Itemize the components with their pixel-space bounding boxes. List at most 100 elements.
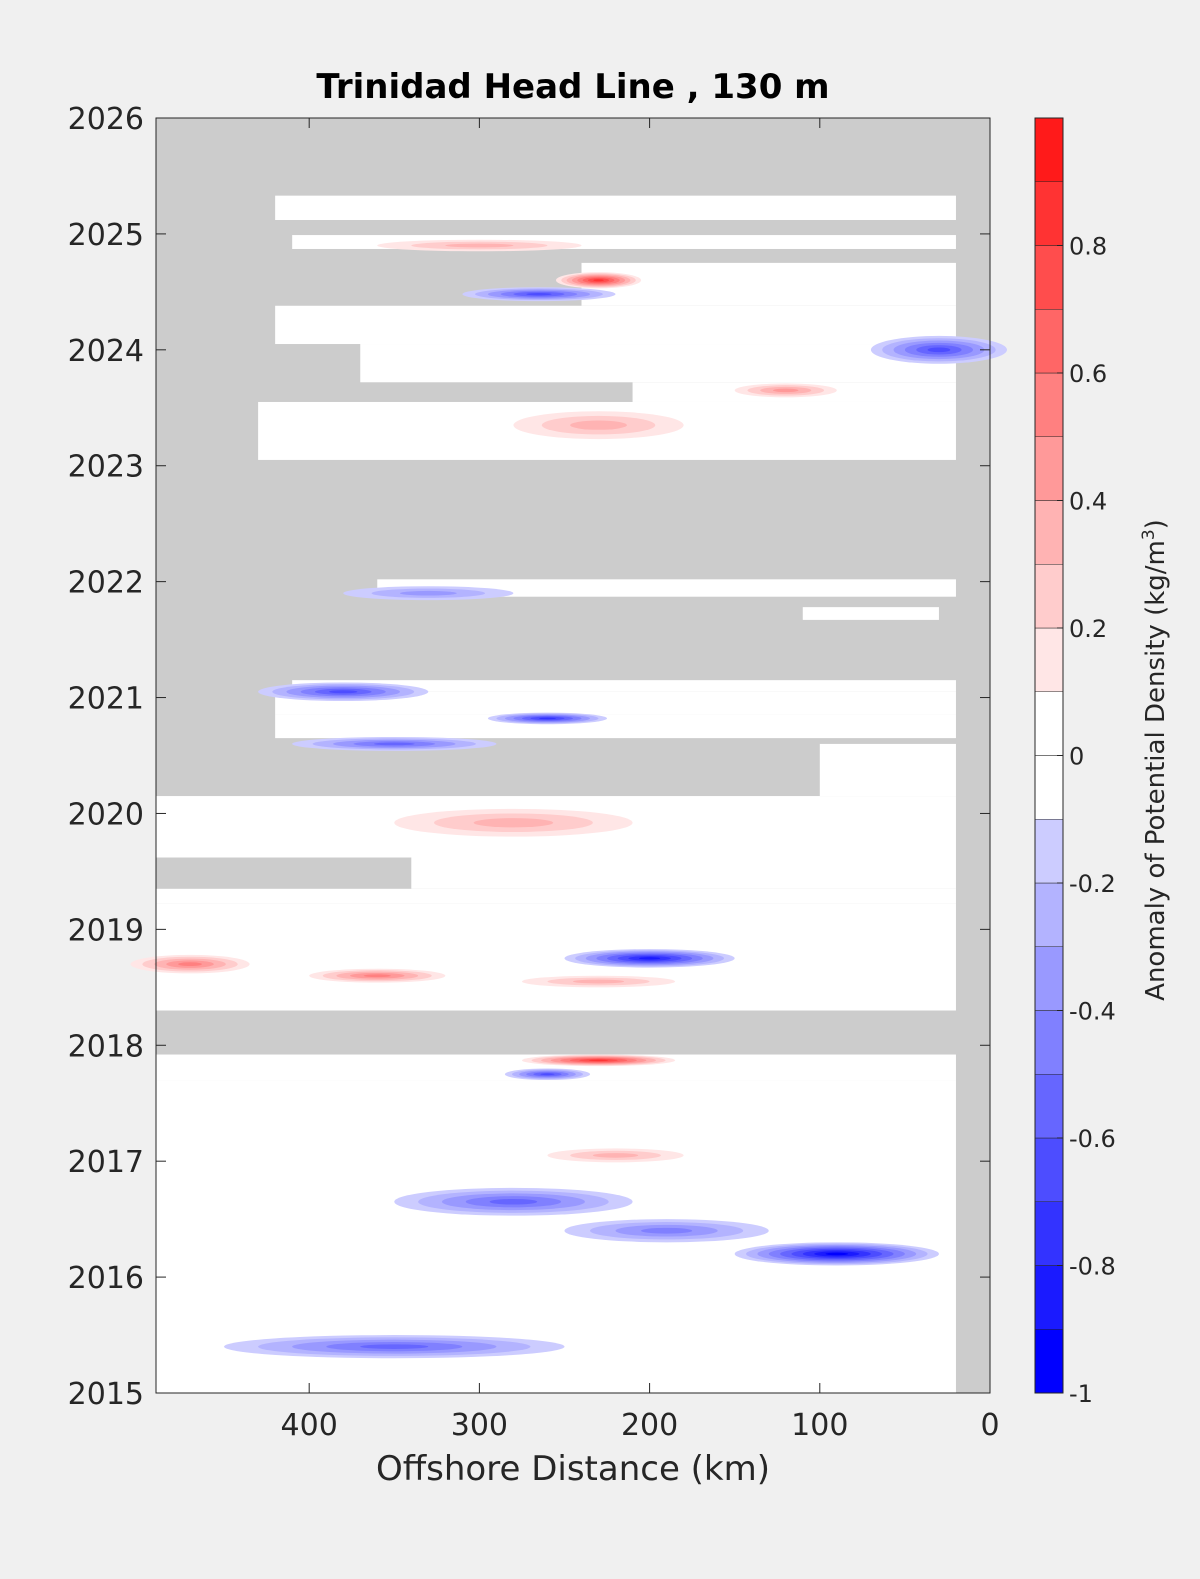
anomaly-blob (521, 1054, 676, 1067)
colorbar-label-main: Anomaly of Potential Density (kg/m (1141, 540, 1171, 1001)
anomaly-blob (504, 1068, 591, 1081)
anomaly-blob (394, 808, 633, 837)
contour-level (363, 974, 391, 978)
colorbar-segment (1034, 1010, 1064, 1075)
anomaly-blob (547, 1148, 684, 1163)
contour-level (373, 742, 415, 746)
contour-level (540, 1073, 555, 1076)
contour-level (641, 1227, 693, 1234)
colorbar-label-end: ) (1141, 519, 1171, 529)
y-tick-label: 2015 (68, 1377, 144, 1412)
contour-level (489, 1198, 538, 1205)
chart-title: Trinidad Head Line , 130 m (316, 67, 829, 107)
x-axis-label: Offshore Distance (km) (376, 1449, 770, 1489)
contour-level (825, 1252, 849, 1256)
y-tick-label: 2022 (68, 566, 144, 601)
anomaly-layer (130, 239, 1008, 1359)
y-tick-label: 2017 (68, 1145, 144, 1180)
y-tick-label: 2016 (68, 1261, 144, 1296)
data-coverage-band (275, 305, 956, 345)
y-tick-label: 2024 (68, 334, 144, 369)
x-tick-label: 300 (451, 1408, 508, 1443)
anomaly-blob (377, 239, 582, 252)
colorbar-segment (1034, 1265, 1064, 1330)
contour-level (329, 690, 358, 694)
contour-level (638, 957, 661, 960)
anomaly-blob (564, 1219, 769, 1243)
colorbar-tick-label: -0.4 (1069, 998, 1116, 1026)
colorbar-segment (1034, 627, 1064, 692)
colorbar-label-sup: 3 (1139, 529, 1159, 540)
contour-level (570, 420, 627, 430)
colorbar-tick-label: 0.6 (1069, 360, 1107, 388)
colorbar-segment (1034, 372, 1064, 437)
y-tick-label: 2020 (68, 797, 144, 832)
colorbar: -1 -0.8 -0.6 -0.4 -0.2 0 0.2 0.4 0.6 0.8 (1034, 117, 1116, 1408)
colorbar-segment (1034, 946, 1064, 1011)
y-tick-label: 2021 (68, 682, 144, 717)
colorbar-segment (1034, 882, 1064, 947)
colorbar-segment (1034, 1074, 1064, 1139)
x-tick-label: 200 (621, 1408, 678, 1443)
anomaly-blob (555, 272, 642, 289)
colorbar-tick-label: 0.8 (1069, 233, 1107, 261)
plot-frame (155, 117, 991, 1394)
contour-level (360, 1344, 429, 1349)
data-coverage-band (275, 691, 956, 715)
data-coverage-band (581, 262, 956, 306)
data-coverage-band (802, 607, 939, 620)
contour-level (927, 347, 951, 353)
data-coverage-band (360, 344, 956, 383)
colorbar-segment (1034, 309, 1064, 374)
data-coverage-band (275, 714, 956, 739)
colorbar-tick-label: -1 (1069, 1380, 1093, 1408)
y-tick-label: 2018 (68, 1029, 144, 1064)
data-coverage-band (156, 903, 956, 1011)
colorbar-segment (1034, 181, 1064, 246)
contour-level (592, 1153, 639, 1158)
anomaly-blob (521, 975, 676, 988)
contour-level (178, 962, 202, 966)
contour-level (445, 243, 514, 248)
anomaly-blob (343, 586, 514, 601)
colorbar-segment (1034, 755, 1064, 820)
data-coverage-band (819, 743, 956, 797)
x-tick-label: 400 (281, 1408, 338, 1443)
colorbar-segment (1034, 1137, 1064, 1202)
colorbar-segment (1034, 245, 1064, 310)
anomaly-blob (292, 736, 497, 751)
colorbar-segment (1034, 436, 1064, 501)
contour-level (526, 293, 552, 296)
colorbar-segment (1034, 117, 1064, 182)
colorbar-segment (1034, 564, 1064, 629)
anomaly-blob (870, 335, 1008, 364)
y-axis: 2015 2016 2017 2018 2019 2020 2021 2022 2023 2024… (68, 102, 990, 1412)
colorbar-tick-label: 0.4 (1069, 488, 1107, 516)
anomaly-blob (309, 968, 446, 983)
contour-level (772, 388, 799, 393)
colorbar-tick-label: 0.2 (1069, 615, 1107, 643)
y-tick-label: 2019 (68, 913, 144, 948)
anomaly-blob (513, 411, 684, 440)
data-coverage-band (156, 888, 956, 904)
anomaly-blob (394, 1187, 633, 1216)
data-coverage-band (411, 857, 956, 889)
y-tick-label: 2023 (68, 450, 144, 485)
anomaly-blob (564, 949, 735, 968)
anomaly-blob (734, 383, 837, 398)
contour-level (538, 717, 556, 720)
colorbar-tick-label: -0.6 (1069, 1125, 1116, 1153)
colorbar-tick-label: -0.2 (1069, 870, 1116, 898)
y-tick-label: 2025 (68, 218, 144, 253)
anomaly-blob (258, 682, 429, 702)
contour-level (473, 818, 554, 828)
colorbar-tick-label: 0 (1069, 743, 1084, 771)
colorbar-segment (1034, 500, 1064, 565)
anomaly-blob (224, 1335, 565, 1359)
y-tick-label: 2026 (68, 102, 144, 137)
data-coverage-band (275, 195, 956, 220)
data-coverage-band (377, 579, 956, 597)
anomaly-blob (734, 1242, 939, 1266)
